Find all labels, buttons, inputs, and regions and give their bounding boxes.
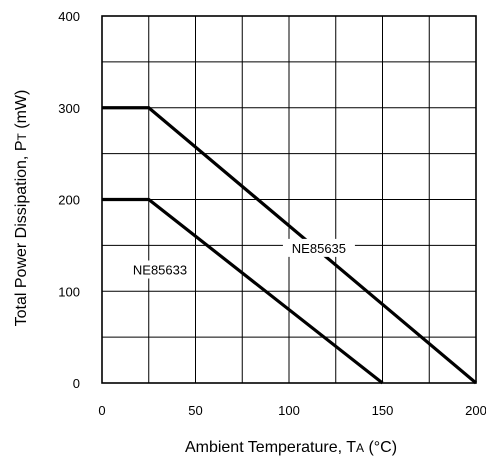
x-tick-label: 50 xyxy=(188,403,202,418)
x-axis-label: Ambient Temperature, TA (°C) xyxy=(185,439,397,456)
x-axis-label-subscript: A xyxy=(356,441,364,455)
x-tick-label: 150 xyxy=(372,403,394,418)
series-label: NE85635 xyxy=(292,241,346,256)
series-group: NE85635 NE85633 xyxy=(102,106,478,385)
series-label-background xyxy=(126,260,194,279)
y-tick-label: 0 xyxy=(73,376,80,391)
grid xyxy=(101,15,477,384)
y-tick-label: 200 xyxy=(58,193,80,208)
series-label-background xyxy=(282,238,355,257)
series-label-group: NE85633 xyxy=(126,260,194,279)
y-tick-label: 300 xyxy=(58,101,80,116)
y-tick-label: 100 xyxy=(58,284,80,299)
x-tick-label: 0 xyxy=(98,403,105,418)
series-line-ne85633 xyxy=(102,197,384,385)
tick-labels: 0 50 100 150 200 0 100 200 300 400 xyxy=(58,9,486,418)
y-axis-label-subscript: T xyxy=(15,133,29,141)
y-axis-label: Total Power Dissipation, PT (mW) xyxy=(13,90,30,327)
series-label: NE85633 xyxy=(133,263,187,278)
x-tick-label: 100 xyxy=(278,403,300,418)
y-tick-label: 400 xyxy=(58,9,80,24)
series-line-ne85635 xyxy=(102,106,478,385)
x-tick-label: 200 xyxy=(465,403,486,418)
series-label-group: NE85635 xyxy=(282,238,355,257)
